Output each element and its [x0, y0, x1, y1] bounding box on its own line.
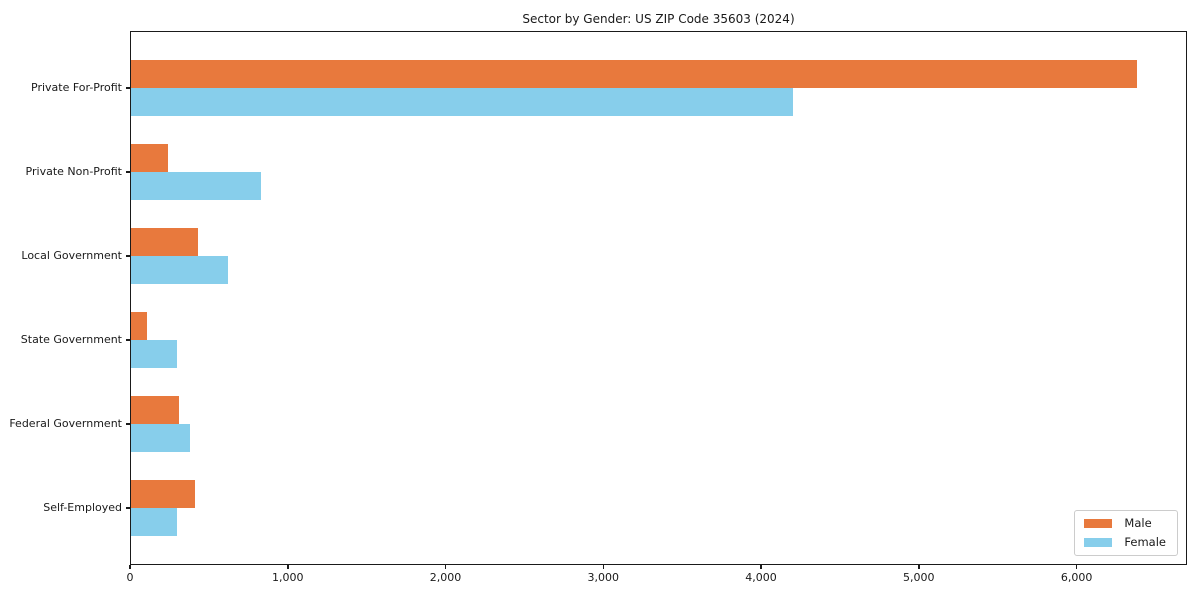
x-tick-label: 3,000: [587, 571, 620, 584]
y-category-label: Private Non-Profit: [25, 165, 122, 178]
y-tick-mark: [126, 87, 130, 89]
x-tick-label: 2,000: [429, 571, 462, 584]
male-bar-2: [130, 228, 198, 256]
x-tick-label: 4,000: [745, 571, 777, 584]
x-tick-mark: [918, 565, 920, 569]
male-bar-1: [130, 144, 168, 172]
legend-label-male: Male: [1124, 516, 1152, 530]
male-bar-4: [130, 396, 179, 424]
x-tick-label: 1,000: [272, 571, 304, 584]
y-category-label: Self-Employed: [43, 501, 122, 514]
male-bar-5: [130, 480, 195, 508]
x-tick-mark: [129, 565, 131, 569]
male-bar-3: [130, 312, 148, 340]
chart-title: Sector by Gender: US ZIP Code 35603 (202…: [522, 12, 795, 26]
male-bar-0: [130, 60, 1137, 88]
female-bar-0: [130, 88, 793, 116]
female-color-swatch: [1084, 537, 1113, 547]
legend-label-female: Female: [1124, 534, 1166, 549]
female-bar-3: [130, 340, 178, 368]
bars-layer: [130, 31, 1187, 565]
x-tick-mark: [1075, 565, 1078, 569]
male-color-swatch: [1084, 519, 1113, 529]
female-bar-5: [130, 508, 178, 536]
x-tick-mark: [444, 565, 447, 569]
x-tick-mark: [287, 565, 289, 569]
y-category-label: Federal Government: [9, 417, 122, 430]
y-tick-mark: [126, 171, 130, 173]
y-tick-mark: [126, 423, 130, 425]
y-category-label: Private For-Profit: [31, 81, 122, 94]
y-tick-mark: [126, 507, 130, 509]
y-category-label: Local Government: [21, 249, 122, 262]
x-tick-label: 5,000: [903, 571, 935, 584]
y-tick-mark: [126, 255, 130, 257]
legend-item-male: Male: [1084, 516, 1166, 530]
x-tick-label: 0: [126, 571, 134, 584]
legend: Male Female: [1074, 510, 1178, 556]
y-category-label: State Government: [20, 333, 122, 346]
legend-item-female: Female: [1084, 534, 1166, 549]
female-bar-2: [130, 256, 228, 284]
female-bar-4: [130, 424, 190, 452]
x-tick-label: 6,000: [1060, 571, 1093, 584]
female-bar-1: [130, 172, 261, 200]
x-tick-mark: [760, 565, 762, 569]
plot-area: Male Female: [130, 31, 1187, 565]
x-tick-mark: [602, 565, 604, 569]
y-tick-mark: [126, 339, 130, 341]
